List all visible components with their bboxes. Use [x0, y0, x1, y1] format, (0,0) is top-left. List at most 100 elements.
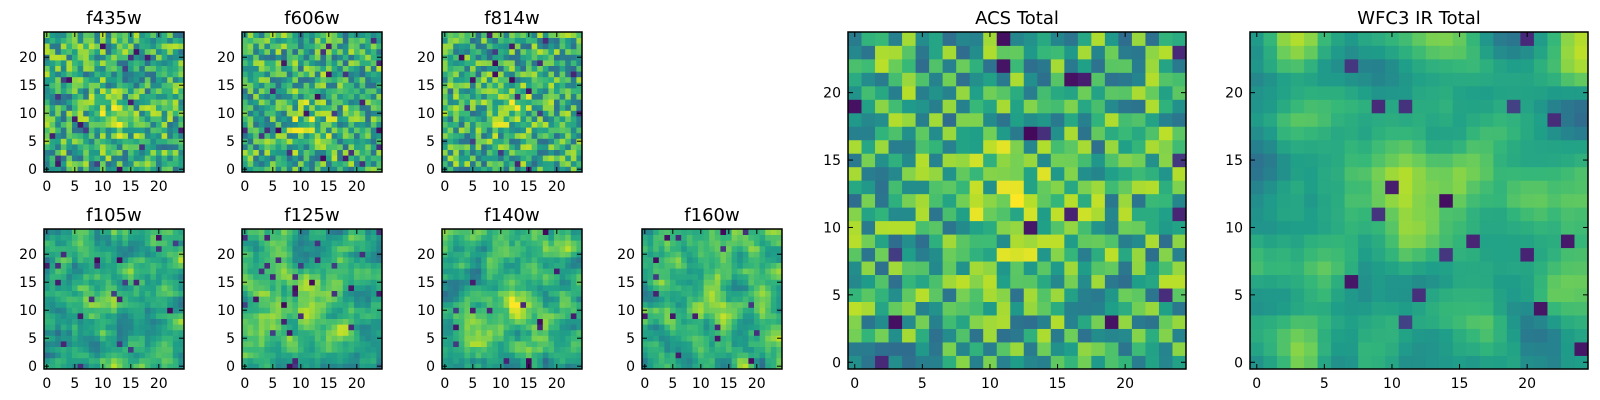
- heatmap-cell: [354, 104, 360, 111]
- heatmap-cell: [314, 240, 321, 247]
- heatmap-cell: [133, 313, 140, 319]
- heatmap-cell: [264, 318, 271, 325]
- heatmap-cell: [303, 313, 310, 319]
- heatmap-cell: [458, 307, 465, 314]
- heatmap-cell: [559, 245, 566, 252]
- heatmap-cell: [66, 93, 73, 100]
- heatmap-cell: [286, 363, 293, 370]
- heatmap-cell: [83, 257, 90, 263]
- heatmap-cell: [331, 48, 338, 55]
- heatmap-cell: [470, 65, 476, 72]
- heatmap-cell: [737, 262, 744, 269]
- heatmap-cell: [447, 307, 454, 314]
- heatmap-cell: [664, 307, 671, 314]
- heatmap-cell: [359, 234, 366, 241]
- heatmap-cell: [370, 60, 377, 66]
- heatmap-cell: [66, 245, 73, 252]
- heatmap-cell: [520, 273, 527, 280]
- heatmap-cell: [737, 285, 744, 291]
- heatmap-cell: [178, 301, 185, 308]
- heatmap-cell: [44, 290, 50, 297]
- heatmap-cell: [342, 313, 349, 319]
- heatmap-cell: [559, 273, 566, 280]
- heatmap-cell: [520, 37, 527, 44]
- heatmap-cell: [270, 273, 276, 280]
- heatmap-cell: [150, 335, 157, 342]
- heatmap-cell: [359, 357, 366, 364]
- heatmap-cell: [514, 144, 521, 150]
- heatmap-cell: [675, 268, 682, 275]
- heatmap-cell: [559, 296, 566, 303]
- heatmap-cell: [848, 207, 862, 222]
- heatmap-cell: [88, 296, 95, 303]
- heatmap-cell: [66, 149, 73, 156]
- heatmap-cell: [133, 296, 140, 303]
- heatmap-cell: [122, 82, 129, 89]
- heatmap-cell: [150, 268, 157, 275]
- heatmap-cell: [72, 346, 78, 353]
- heatmap-cell: [520, 352, 527, 359]
- heatmap-cell: [370, 268, 377, 275]
- heatmap-cell: [320, 155, 327, 162]
- heatmap-cell: [709, 262, 716, 269]
- heatmap-cell: [122, 60, 129, 66]
- heatmap-cell: [520, 279, 527, 286]
- heatmap-cell: [492, 76, 499, 83]
- heatmap-cell: [337, 48, 344, 55]
- heatmap-cell: [759, 363, 766, 370]
- heatmap-cell: [150, 307, 157, 314]
- heatmap-cell: [470, 352, 476, 359]
- heatmap-cell: [298, 160, 304, 167]
- heatmap-cell: [486, 54, 493, 61]
- heatmap-cell: [565, 54, 572, 61]
- heatmap-cell: [492, 60, 499, 66]
- x-tick-label: 20: [348, 179, 366, 195]
- heatmap-cell: [576, 127, 583, 134]
- heatmap-cell: [492, 32, 499, 38]
- heatmap-cell: [303, 160, 310, 167]
- heatmap-cell: [692, 234, 699, 241]
- heatmap-cell: [514, 257, 521, 263]
- heatmap-cell: [66, 37, 73, 44]
- heatmap-cell: [486, 307, 493, 314]
- heatmap-cell: [116, 352, 123, 359]
- heatmap-cell: [348, 65, 355, 72]
- heatmap-cell: [83, 110, 90, 117]
- heatmap-cell: [275, 285, 282, 291]
- heatmap-cell: [776, 290, 783, 297]
- heatmap-cell: [281, 313, 288, 319]
- heatmap-cell: [464, 335, 471, 342]
- heatmap-cell: [770, 279, 777, 286]
- heatmap-cell: [1037, 301, 1052, 316]
- heatmap-cell: [77, 290, 84, 297]
- heatmap-cell: [292, 346, 299, 353]
- heatmap-cell: [49, 82, 56, 89]
- heatmap-cell: [681, 329, 688, 336]
- heatmap-cell: [942, 342, 957, 356]
- heatmap-cell: [281, 363, 288, 370]
- heatmap-cell: [326, 160, 332, 167]
- heatmap-cell: [453, 93, 460, 100]
- heatmap-cell: [554, 313, 560, 319]
- heatmap-cell: [247, 37, 254, 44]
- heatmap-cell: [681, 285, 688, 291]
- heatmap-cell: [44, 43, 50, 50]
- heatmap-cell: [359, 149, 366, 156]
- heatmap-cell: [156, 138, 162, 145]
- heatmap-cell: [509, 132, 516, 139]
- heatmap-cell: [242, 71, 248, 78]
- heatmap-cell: [1077, 342, 1092, 356]
- heatmap-cell: [537, 279, 544, 286]
- heatmap-cell: [698, 352, 704, 359]
- heatmap-cell: [348, 60, 355, 66]
- heatmap-cell: [55, 234, 62, 241]
- heatmap-cell: [122, 54, 129, 61]
- heatmap-cell: [542, 290, 549, 297]
- heatmap-cell: [354, 37, 360, 44]
- heatmap-cell: [172, 54, 179, 61]
- heatmap-cell: [475, 48, 482, 55]
- heatmap-cell: [447, 285, 454, 291]
- heatmap-cell: [167, 149, 174, 156]
- heatmap-cell: [167, 32, 174, 38]
- heatmap-cell: [72, 127, 78, 134]
